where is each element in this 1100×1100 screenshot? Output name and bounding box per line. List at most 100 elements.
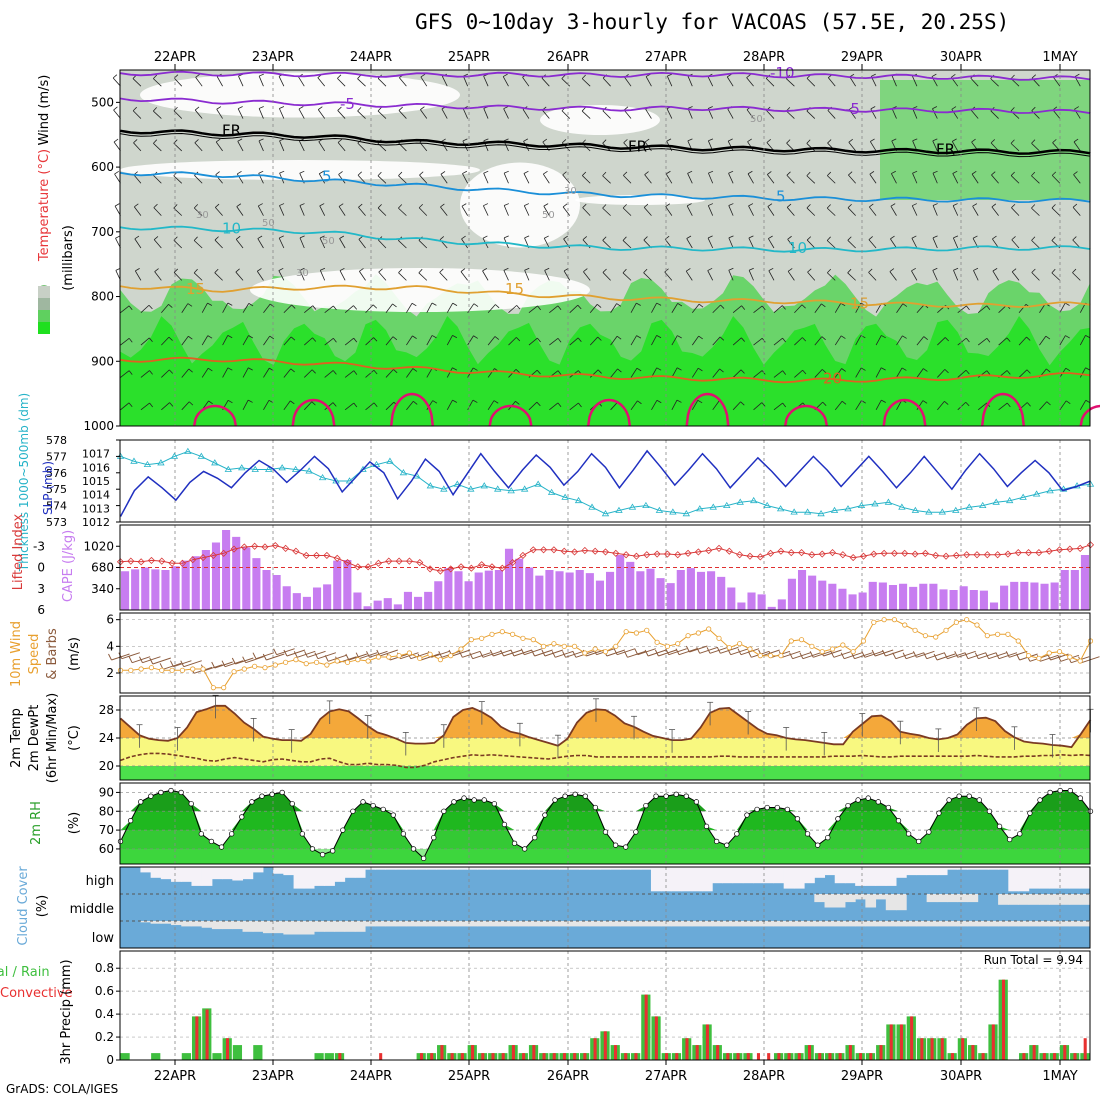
cloud-clear-middle [1079, 894, 1091, 905]
wind-barb [753, 305, 763, 314]
wind-barb-flag [544, 267, 550, 271]
cape-bar [828, 583, 837, 610]
wind-barb [406, 303, 413, 313]
li-marker [354, 563, 362, 571]
wind-barb [419, 174, 428, 184]
wind-barb [503, 205, 509, 216]
wind-barb-flag [622, 204, 627, 209]
cloud-clear-high [497, 867, 509, 870]
cape-bar [211, 542, 221, 610]
wind-barb-flag [991, 203, 997, 208]
li-marker [973, 551, 981, 559]
li-marker [797, 549, 806, 557]
wind-barb [377, 207, 387, 216]
pressure-tick-700-label: 700 [91, 225, 114, 239]
thickness-marker [682, 510, 691, 517]
wind-barb-flag [128, 305, 133, 311]
wind-barb-flag [377, 171, 382, 177]
rh-marker [1057, 787, 1063, 794]
wind-barb [953, 270, 959, 281]
wind-barb [569, 337, 579, 346]
wind-barb-flag [393, 369, 398, 374]
precip-conv-bar [981, 1053, 985, 1060]
wind-barb-flag [462, 138, 468, 142]
wind-barb-flag [1011, 268, 1017, 273]
wind-barb-flag [377, 204, 382, 209]
wind-barb-flag [664, 268, 669, 273]
thickness-marker [386, 457, 394, 464]
wind-barb-flag [992, 235, 997, 240]
cape-bar [1030, 582, 1039, 610]
wind-barb-flag [840, 302, 846, 307]
wind-speed-marker [747, 646, 753, 652]
wind-barb-flag [923, 368, 928, 372]
thickness-marker [130, 457, 138, 464]
cloud-clear-high [620, 867, 632, 870]
cloud-clear-low [1028, 921, 1040, 927]
rh-marker [1027, 810, 1033, 816]
cloud-clear-low [140, 921, 152, 923]
rh-marker [269, 791, 275, 797]
wind-barb-flag [881, 335, 886, 339]
cloud-clear-high [691, 867, 703, 892]
wind-barb-flag [578, 402, 582, 408]
wind-barb-feather [654, 649, 659, 657]
cape-bar [929, 583, 938, 610]
isotherm-label-20: 20 [823, 369, 842, 387]
wind-barb [957, 401, 967, 411]
wind-barb-flag [728, 170, 734, 174]
wind-barb-flag [237, 138, 243, 142]
wind-speed-marker [334, 658, 340, 664]
wind-barb-flag [337, 74, 342, 79]
wind-barb [357, 78, 366, 87]
precip-total-bar [253, 1045, 263, 1060]
cloud-clear-high [814, 867, 826, 878]
wind-barb-flag [890, 235, 895, 240]
wind-barb-feather [985, 652, 990, 659]
cape-bar [424, 591, 433, 610]
wind-barb-flag [748, 267, 754, 271]
wind-barb [748, 237, 754, 249]
wind-barb-feather [1016, 653, 1021, 661]
wind-barb [651, 335, 657, 346]
wind-barb [303, 401, 313, 411]
cloud-clear-middle [875, 894, 887, 900]
wind-barb [875, 399, 882, 411]
thickness-marker [1046, 487, 1054, 494]
wind-speed-marker [571, 643, 578, 649]
rh-dry-patch-3 [460, 162, 580, 248]
wind-barb-flag [128, 402, 133, 407]
wind-barb-flag [952, 138, 957, 142]
wind-barb-flag [461, 235, 466, 240]
wind-barb [806, 143, 816, 152]
cape-bar [979, 590, 988, 610]
li-marker [942, 552, 950, 560]
cloud-clear-middle [896, 894, 907, 911]
li-marker [911, 550, 919, 558]
precip-conv-bar [624, 1053, 628, 1060]
wind-barb [970, 109, 979, 119]
wind-barb [1039, 335, 1047, 346]
wind-barb-flag [503, 267, 509, 271]
cape-bar [312, 587, 322, 610]
wind-barb-flag [557, 338, 562, 343]
rh-marker [178, 789, 184, 796]
wind-barb-surface [152, 657, 171, 665]
wind-barb-flag [944, 401, 949, 405]
cloud-clear-high [1049, 867, 1060, 889]
wind-barb-surface [451, 649, 471, 657]
li-marker [921, 549, 929, 557]
li-marker [901, 549, 909, 557]
thickness-marker [655, 506, 664, 513]
cloud-clear-high [283, 867, 295, 876]
cape-bar [616, 555, 625, 610]
precip-conv-bar [573, 1053, 577, 1060]
wind-barb [794, 369, 803, 378]
cloud-clear-low [273, 921, 284, 934]
wind-barb-flag [881, 399, 886, 403]
wind-speed-marker [169, 667, 175, 673]
cape-bar [878, 582, 887, 610]
wind-barb-flag [697, 367, 703, 372]
wind-speed-marker [706, 626, 712, 632]
wind-barb [337, 142, 346, 152]
